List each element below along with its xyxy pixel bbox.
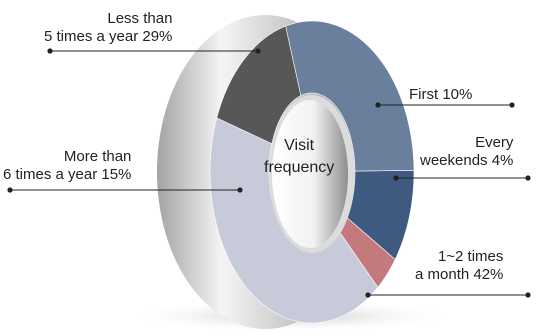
slice-label-first: First 10%	[409, 86, 473, 103]
leader-first-dot-1	[509, 102, 515, 108]
leader-every-weekends-dot-1	[525, 175, 531, 181]
slice-more-than-6-times-a-year	[216, 25, 302, 145]
leader-more-than-6-dot-1	[237, 187, 243, 193]
slice-label-less-than-5: Less than 5 times a year 29%	[44, 10, 173, 45]
leader-1-2-times-dot-1	[525, 292, 531, 298]
leader-first-dot-0	[375, 102, 381, 108]
leader-1-2-times-dot-0	[365, 292, 371, 298]
leader-less-than-5-dot-0	[47, 48, 53, 54]
donut-slices	[209, 20, 415, 324]
slice-label-every-weekends: Every weekends 4%	[420, 134, 514, 169]
slice-label-more-than-6: More than 6 times a year 15%	[3, 148, 132, 183]
leader-every-weekends-dot-0	[393, 175, 399, 181]
donut-hole	[272, 100, 348, 248]
leader-less-than-5-dot-1	[255, 48, 261, 54]
leader-lines	[7, 48, 531, 298]
center-label: Visit frequency	[264, 137, 335, 176]
slice-label-1-2-times: 1~2 times a month 42%	[415, 248, 504, 283]
leader-more-than-6-dot-0	[7, 187, 13, 193]
slice-less-than-5-times-a-year	[285, 20, 415, 172]
